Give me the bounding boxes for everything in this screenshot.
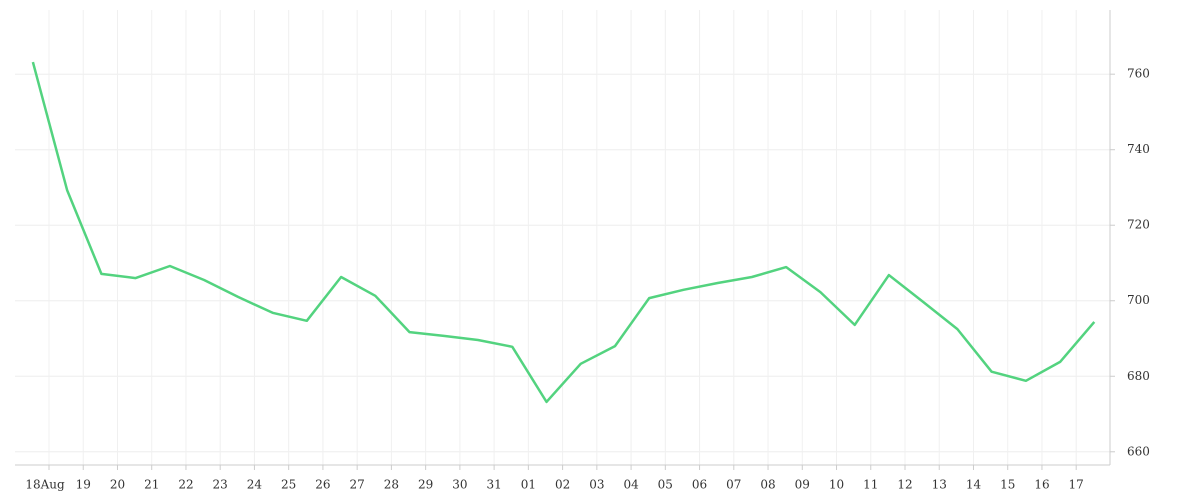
y-tick-label: 740	[1127, 142, 1150, 156]
x-tick-label: 12	[897, 478, 912, 492]
x-tick-label: 03	[589, 478, 604, 492]
x-tick-label: 08	[760, 478, 775, 492]
x-tick-label: 14	[966, 478, 982, 492]
x-tick-label: 28	[384, 478, 399, 492]
x-tick-label: 15	[1000, 478, 1015, 492]
x-tick-label: 19	[76, 478, 91, 492]
x-tick-label: 18Aug	[25, 478, 65, 492]
x-tick-label: 24	[247, 478, 263, 492]
x-tick-label: 05	[658, 478, 673, 492]
x-tick-label: 09	[795, 478, 810, 492]
x-tick-label: 16	[1034, 478, 1049, 492]
y-tick-label: 720	[1127, 218, 1150, 232]
x-tick-label: 11	[863, 478, 878, 492]
x-tick-label: 30	[452, 478, 467, 492]
x-tick-label: 26	[315, 478, 330, 492]
x-tick-label: 01	[521, 478, 536, 492]
x-tick-label: 27	[350, 478, 365, 492]
x-tick-label: 31	[486, 478, 501, 492]
x-tick-label: 17	[1069, 478, 1084, 492]
y-tick-label: 680	[1127, 369, 1150, 383]
y-tick-label: 760	[1127, 67, 1150, 81]
x-tick-label: 22	[178, 478, 193, 492]
x-tick-label: 23	[213, 478, 228, 492]
x-tick-label: 21	[144, 478, 159, 492]
x-tick-label: 02	[555, 478, 570, 492]
x-tick-label: 07	[726, 478, 741, 492]
y-tick-label: 700	[1127, 293, 1150, 307]
x-tick-label: 10	[829, 478, 844, 492]
line-series	[31, 61, 1096, 404]
x-tick-label: 25	[281, 478, 296, 492]
x-tick-label: 13	[932, 478, 947, 492]
x-tick-label: 29	[418, 478, 433, 492]
x-tick-label: 06	[692, 478, 707, 492]
y-tick-label: 660	[1127, 444, 1150, 458]
x-tick-label: 04	[623, 478, 639, 492]
x-tick-label: 20	[110, 478, 125, 492]
